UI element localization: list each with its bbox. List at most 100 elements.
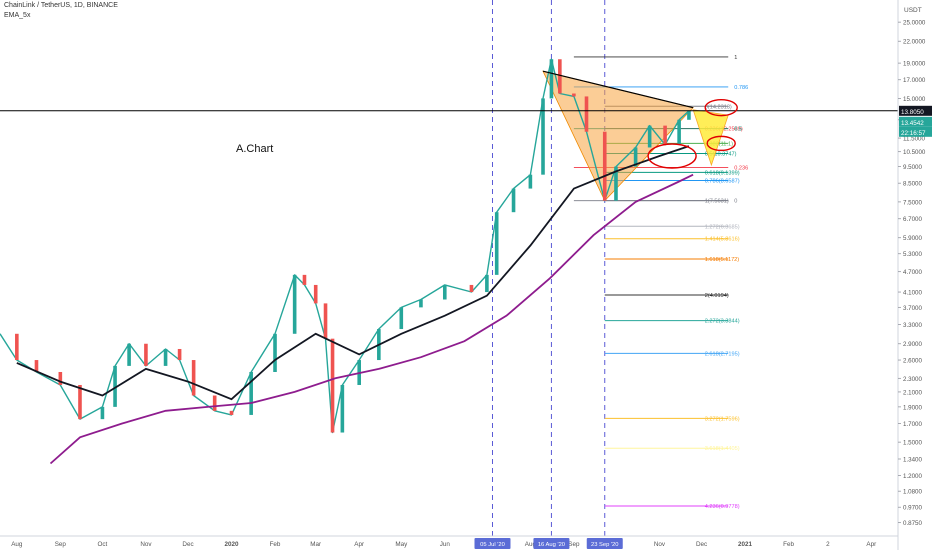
- y-tick-label: 2.6000: [903, 358, 922, 365]
- y-tick-label: 17.0000: [903, 77, 926, 84]
- y-tick-label: 11.5000: [903, 136, 925, 143]
- fib-level-label: 1(7.5631): [705, 199, 729, 205]
- price-candle: [15, 333, 19, 361]
- fib-level-label: 0.5(10.3747): [705, 151, 737, 157]
- x-tick-label: Dec: [696, 541, 707, 548]
- price-candle: [614, 166, 618, 201]
- price-candle: [113, 365, 117, 407]
- y-tick-label: 0.8750: [903, 520, 922, 527]
- fib-right-label: 1: [734, 55, 737, 61]
- y-tick-label: 15.0000: [903, 96, 926, 103]
- x-tick-label: Sep: [55, 541, 67, 548]
- price-candle: [292, 274, 297, 334]
- price-candle: [163, 348, 168, 366]
- price-candle: [549, 59, 554, 99]
- price-candle: [229, 410, 234, 415]
- fib-level-label: 2(4.0194): [705, 293, 729, 299]
- price-candle: [647, 125, 652, 148]
- price-candle: [191, 360, 196, 396]
- x-tick-label: May: [395, 541, 408, 548]
- y-tick-label: 1.2000: [903, 473, 922, 480]
- fib-right-label: 0: [734, 199, 737, 205]
- y-tick-label: 2.1000: [903, 389, 922, 396]
- y-tick-label: 1.3400: [903, 456, 922, 463]
- x-tick-label: Feb: [783, 541, 794, 548]
- y-tick-label: 7.5000: [903, 199, 922, 206]
- y-tick-label: 22.0000: [903, 39, 926, 46]
- x-tick-label: 2021: [738, 541, 753, 548]
- price-candle: [212, 395, 217, 411]
- date-marker-badge: [533, 538, 570, 549]
- secondary-price-label: 13.4542: [901, 120, 924, 127]
- x-tick-label: Aug: [525, 541, 537, 548]
- y-tick-label: 6.7000: [903, 216, 922, 223]
- y-tick-label: 8.5000: [903, 181, 922, 188]
- x-tick-label: Mar: [310, 541, 321, 548]
- price-candle: [323, 303, 328, 339]
- y-tick-label: 1.7000: [903, 421, 922, 428]
- fib-level-label: 1.272(6.3685): [705, 224, 740, 230]
- price-candle: [100, 406, 105, 420]
- y-tick-label: 3.7000: [903, 305, 922, 312]
- y-tick-label: 3.3000: [903, 322, 922, 329]
- highlight-circle: [647, 143, 697, 169]
- price-candle: [340, 384, 345, 433]
- x-tick-label: Jun: [440, 541, 451, 548]
- fib-right-label: 0.236: [734, 165, 748, 171]
- price-candle: [687, 110, 691, 120]
- fib-level-label: 4.236(0.9778): [705, 504, 740, 510]
- price-candle: [663, 125, 667, 145]
- fib-level-label: 0.618(9.1399): [705, 170, 740, 176]
- x-tick-label: Feb: [270, 541, 281, 548]
- fib-right-label: 0.5: [734, 127, 742, 133]
- countdown-label: 22:16:57: [901, 130, 926, 137]
- price-candle: [313, 284, 318, 304]
- price-candle: [677, 119, 681, 145]
- price-candle: [302, 274, 307, 285]
- x-tick-label: Apr: [354, 541, 364, 548]
- indicator-label: EMA_5x: [4, 12, 31, 19]
- date-marker-label: 23 Sep '20: [591, 542, 619, 548]
- price-candle: [34, 360, 39, 372]
- y-tick-label: 0.9700: [903, 505, 922, 512]
- price-candle: [528, 174, 533, 189]
- fib-level-label: 0.786(8.6587): [705, 178, 740, 184]
- x-tick-label: Sep: [568, 541, 580, 548]
- price-candle: [399, 307, 404, 330]
- date-marker-badge: [586, 538, 623, 549]
- price-series-line: [0, 58, 690, 434]
- price-candle: [58, 371, 63, 385]
- highlight-circle: [706, 135, 736, 152]
- fib-level-label: 1.414(5.8616): [705, 237, 740, 243]
- price-candle: [558, 59, 562, 94]
- y-tick-label: 1.9000: [903, 404, 922, 411]
- y-tick-label: 19.0000: [903, 61, 926, 68]
- date-marker-label: 16 Aug '20: [538, 542, 565, 548]
- fib-level-label: 1.618(5.1172): [705, 257, 740, 263]
- last-price-label-bg: [899, 105, 932, 116]
- x-tick-label: 2020: [225, 541, 240, 548]
- x-tick-label: Nov: [654, 541, 666, 548]
- x-tick-label: Apr: [866, 541, 876, 548]
- y-tick-label: 25.0000: [903, 20, 926, 27]
- fib-level-label: 2.618(2.7195): [705, 351, 740, 357]
- x-tick-label: 2: [826, 541, 830, 548]
- price-candle: [494, 212, 499, 275]
- y-tick-label: 4.7000: [903, 269, 922, 276]
- y-tick-label: 1.0800: [903, 489, 922, 496]
- ema-line: [49, 173, 694, 465]
- price-candle: [572, 93, 576, 97]
- y-tick-label: 2.3000: [903, 376, 922, 383]
- price-candle: [541, 98, 545, 175]
- price-candle: [144, 343, 148, 366]
- y-tick-label: 1.5000: [903, 440, 922, 447]
- y-tick-label: 5.3000: [903, 251, 922, 258]
- x-tick-label: Aug: [11, 541, 23, 548]
- y-tick-label: 5.9000: [903, 235, 922, 242]
- ema-line: [16, 145, 690, 401]
- price-candle: [330, 338, 335, 433]
- x-tick-label: Dec: [182, 541, 193, 548]
- price-candle: [442, 284, 447, 300]
